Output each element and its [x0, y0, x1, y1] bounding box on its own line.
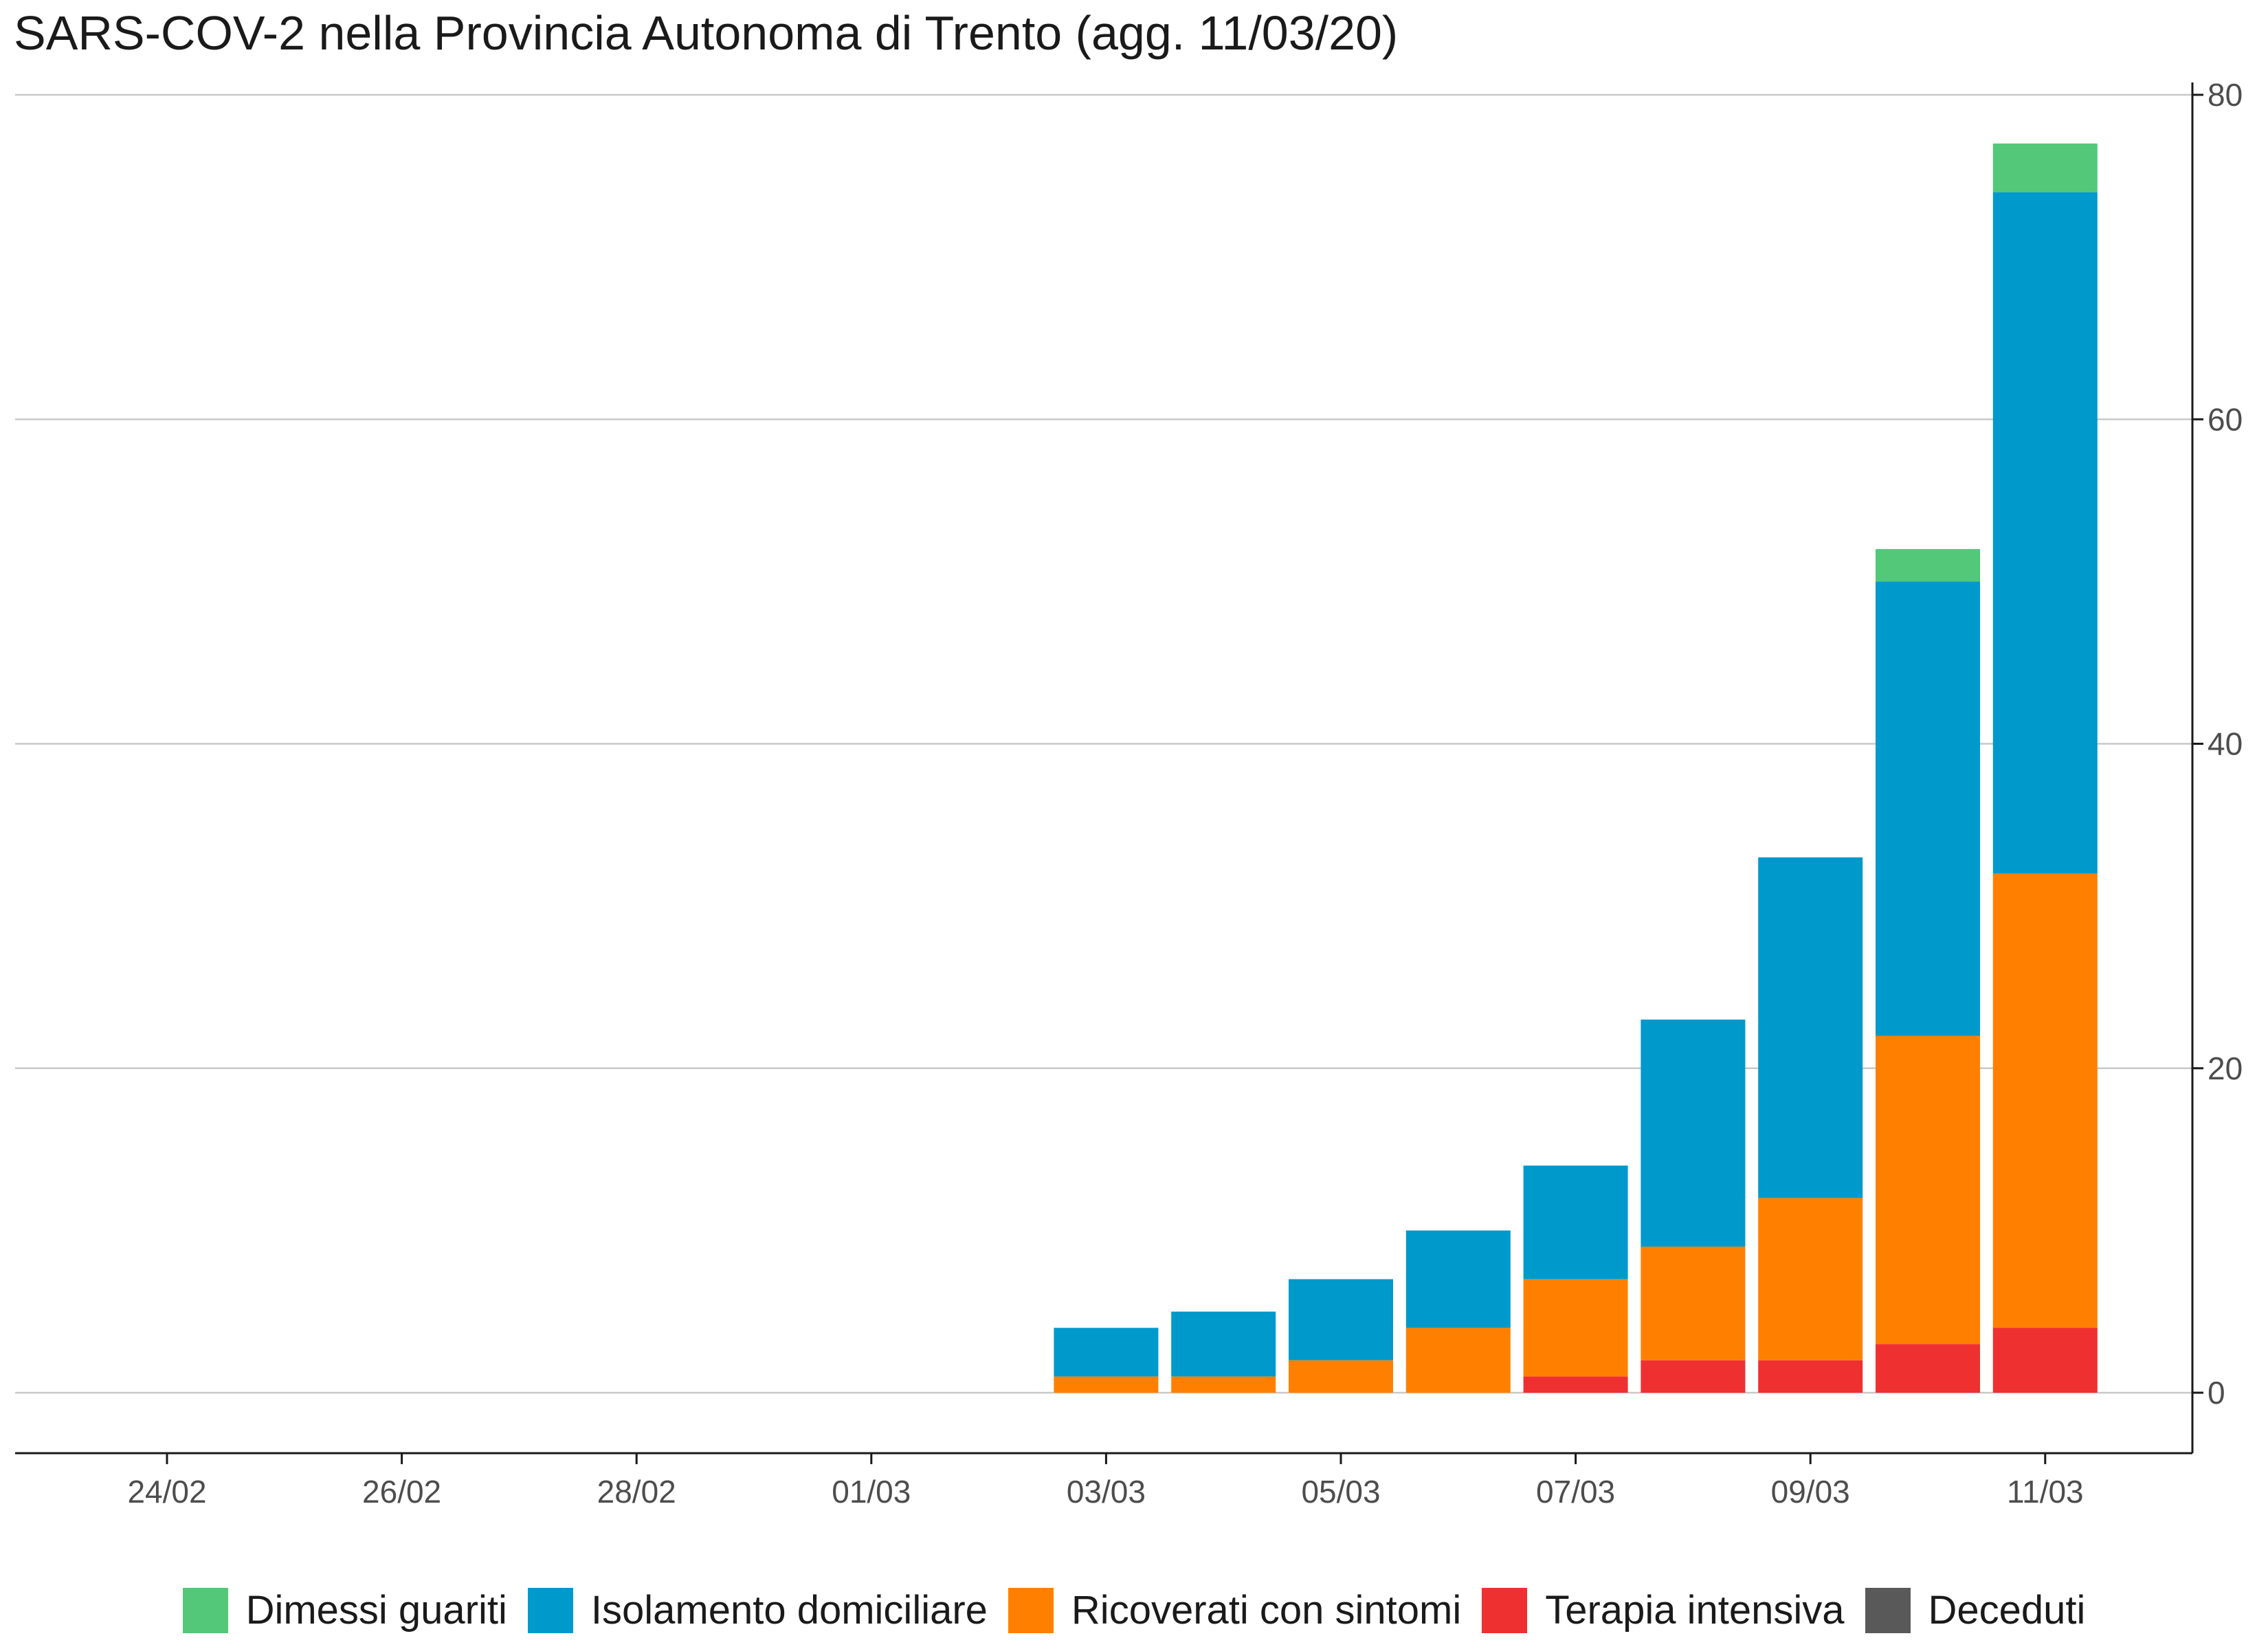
bars [1054, 143, 2098, 1393]
bar-segment-11-03-isolamento-domiciliare [1992, 192, 2098, 874]
bar-segment-04-03-isolamento-domiciliare [1171, 1311, 1276, 1377]
legend-item-isolamento-domiciliare: Isolamento domiciliare [527, 1587, 988, 1633]
legend-label: Isolamento domiciliare [590, 1588, 988, 1633]
bar-segment-08-03-terapia-intensiva [1641, 1360, 1746, 1393]
legend-label: Dimessi guariti [245, 1588, 507, 1633]
legend-label: Terapia intensiva [1545, 1588, 1845, 1633]
bar-segment-03-03-ricoverati-con-sintomi [1054, 1376, 1159, 1393]
y-tick-label-60: 60 [2208, 401, 2243, 437]
y-tick-label-80: 80 [2208, 77, 2243, 113]
x-tick-label-26-02: 26/02 [362, 1474, 441, 1510]
chart-title: SARS-COV-2 nella Provincia Autonoma di T… [14, 6, 1399, 60]
bar-segment-11-03-terapia-intensiva [1992, 1327, 2098, 1393]
legend-item-terapia-intensiva: Terapia intensiva [1482, 1587, 1845, 1633]
axes [15, 82, 2194, 1455]
legend-swatch [1482, 1587, 1528, 1633]
legend-swatch [527, 1587, 573, 1633]
x-tick-label-03-03: 03/03 [1067, 1474, 1146, 1510]
bar-segment-07-03-ricoverati-con-sintomi [1523, 1279, 1628, 1377]
legend-swatch [1008, 1587, 1054, 1633]
bar-segment-11-03-ricoverati-con-sintomi [1992, 873, 2098, 1328]
y-tick-label-20: 20 [2208, 1051, 2243, 1086]
y-axis-ticks: 0 20 40 60 80 [2192, 77, 2243, 1411]
bar-segment-10-03-isolamento-domiciliare [1876, 581, 1980, 1036]
legend-label: Deceduti [1928, 1588, 2086, 1633]
bar-segment-06-03-ricoverati-con-sintomi [1405, 1327, 1511, 1393]
bar-segment-10-03-ricoverati-con-sintomi [1876, 1035, 1980, 1345]
bar-segment-07-03-isolamento-domiciliare [1523, 1165, 1628, 1279]
legend-swatch [182, 1587, 228, 1633]
legend-item-dimessi-guariti: Dimessi guariti [182, 1587, 507, 1633]
x-tick-label-05-03: 05/03 [1301, 1474, 1380, 1510]
x-tick-label-28-02: 28/02 [597, 1474, 676, 1510]
gridlines [15, 93, 2192, 1394]
bar-segment-11-03-dimessi-guariti [1992, 143, 2098, 192]
legend-swatch [1865, 1587, 1911, 1633]
bar-segment-06-03-isolamento-domiciliare [1405, 1230, 1511, 1328]
bar-segment-09-03-terapia-intensiva [1758, 1360, 1863, 1393]
legend-item-ricoverati-con-sintomi: Ricoverati con sintomi [1008, 1587, 1461, 1633]
legend-item-deceduti: Deceduti [1865, 1587, 2086, 1633]
x-tick-label-24-02: 24/02 [127, 1474, 206, 1510]
bar-segment-10-03-dimessi-guariti [1876, 549, 1980, 582]
bar-segment-07-03-terapia-intensiva [1523, 1376, 1628, 1393]
bar-segment-09-03-ricoverati-con-sintomi [1758, 1198, 1863, 1360]
legend: Dimessi guariti Isolamento domiciliare Ric… [0, 1587, 2268, 1633]
x-tick-label-07-03: 07/03 [1536, 1474, 1615, 1510]
bar-segment-05-03-isolamento-domiciliare [1289, 1279, 1393, 1360]
x-tick-label-11-03: 11/03 [2007, 1474, 2084, 1510]
x-axis-ticks: 24/02 26/02 28/02 01/03 03/03 05/03 07/03 09/03… [127, 1453, 2084, 1510]
y-tick-label-0: 0 [2208, 1375, 2225, 1411]
bar-segment-08-03-ricoverati-con-sintomi [1641, 1246, 1746, 1360]
x-tick-label-09-03: 09/03 [1771, 1474, 1850, 1510]
bar-segment-04-03-ricoverati-con-sintomi [1171, 1376, 1276, 1393]
x-tick-label-01-03: 01/03 [832, 1474, 911, 1510]
bar-segment-10-03-terapia-intensiva [1876, 1344, 1980, 1393]
bar-segment-08-03-isolamento-domiciliare [1641, 1019, 1746, 1247]
bar-segment-05-03-ricoverati-con-sintomi [1289, 1360, 1393, 1393]
y-tick-label-40: 40 [2208, 726, 2243, 762]
bar-segment-03-03-isolamento-domiciliare [1054, 1327, 1159, 1377]
bar-segment-09-03-isolamento-domiciliare [1758, 857, 1863, 1198]
legend-label: Ricoverati con sintomi [1071, 1588, 1462, 1633]
